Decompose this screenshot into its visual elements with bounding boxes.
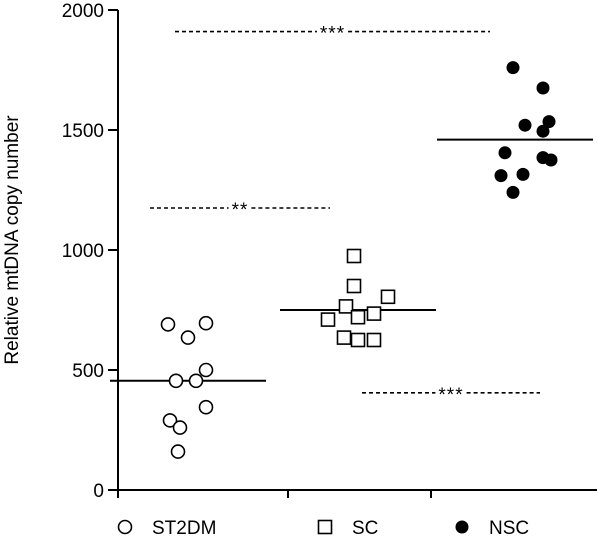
data-point-nsc	[506, 61, 520, 75]
y-tick-label: 1500	[62, 121, 104, 142]
significance-label: ***	[320, 24, 345, 45]
data-point-st2dm	[162, 413, 178, 428]
y-tick-label: 2000	[62, 1, 104, 22]
data-point-sc	[338, 299, 354, 314]
data-point-sc	[366, 332, 382, 348]
significance-label: **	[232, 200, 249, 221]
data-point-sc	[346, 278, 362, 294]
category-label-st2dm: ST2DM	[152, 518, 216, 539]
data-point-st2dm	[198, 315, 214, 331]
data-point-sc	[380, 289, 396, 305]
category-label-nsc: NSC	[489, 518, 529, 539]
data-point-st2dm	[168, 373, 184, 389]
data-point-st2dm	[160, 317, 176, 332]
data-point-sc	[320, 312, 336, 327]
category-label-sc: SC	[352, 518, 378, 539]
data-point-nsc	[536, 124, 550, 138]
data-point-nsc	[506, 185, 520, 199]
data-point-sc	[350, 309, 366, 325]
legend-marker-sc	[317, 519, 333, 535]
data-point-st2dm	[188, 373, 204, 389]
data-point-st2dm	[180, 330, 196, 345]
data-point-st2dm	[198, 362, 214, 378]
data-point-nsc	[544, 153, 558, 167]
data-point-nsc	[536, 81, 550, 95]
legend-marker-st2dm	[117, 519, 133, 535]
data-point-st2dm	[172, 420, 188, 435]
y-tick-label: 500	[72, 361, 104, 382]
data-point-sc	[350, 332, 366, 348]
data-point-nsc	[494, 169, 508, 183]
data-point-sc	[336, 330, 352, 345]
data-point-nsc	[542, 115, 556, 129]
y-axis-title: Relative mtDNA copy number	[2, 115, 23, 365]
y-tick-label: 1000	[62, 241, 104, 262]
data-point-sc	[346, 248, 362, 264]
y-tick-label: 0	[93, 481, 104, 502]
significance-label: ***	[438, 385, 463, 406]
data-point-st2dm	[170, 444, 186, 459]
data-point-nsc	[516, 167, 530, 181]
data-point-nsc	[498, 146, 512, 160]
data-point-sc	[366, 306, 382, 321]
data-point-st2dm	[198, 399, 214, 415]
legend-marker-nsc	[455, 520, 469, 534]
data-point-nsc	[518, 118, 532, 132]
